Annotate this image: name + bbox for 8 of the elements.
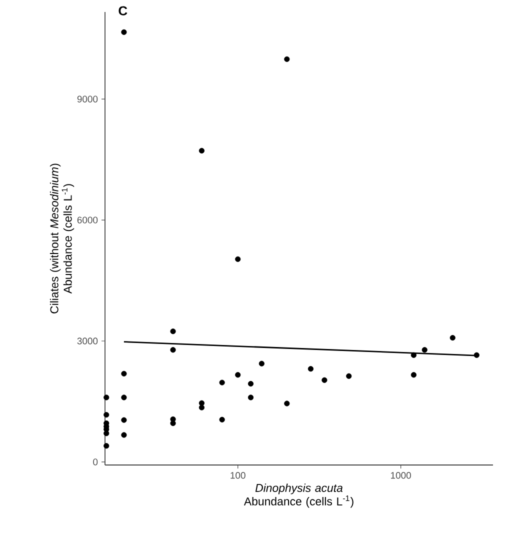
y-tick-label: 9000	[77, 96, 98, 102]
y-tick-label: 6000	[77, 216, 98, 224]
x-tick-label: 1000	[391, 472, 411, 479]
y-tick-label: 0	[93, 458, 98, 466]
x-tick-label: 100	[230, 472, 246, 479]
x-axis-title: Dinophysis acuta Abundance (cells L$^{-1}$)	[244, 484, 354, 508]
chart-title: C	[118, 6, 128, 16]
y-tick-label: 3000	[77, 338, 98, 344]
